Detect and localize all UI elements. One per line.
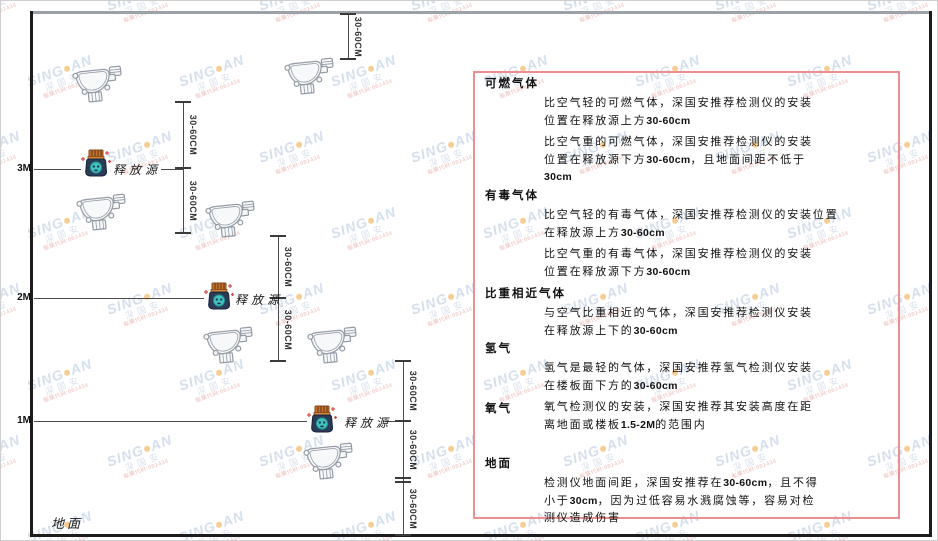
panel-section: 比重相近气体与空气比重相近的气体，深国安推荐检测仪安装 在释放源上下的30-60c… <box>485 285 892 340</box>
left-wall-line <box>30 11 33 537</box>
gas-detector-icon <box>284 57 334 95</box>
panel-text-line: 与空气比重相近的气体，深国安推荐检测仪安装 <box>544 307 813 319</box>
release-source-icon <box>307 405 337 433</box>
dimension-tick <box>395 481 411 483</box>
panel-section-title: 可燃气体 <box>485 78 539 90</box>
panel-paragraph: 比空气重的可燃气体，深国安推荐检测仪的安装 位置在释放源下方30-60cm，且地面… <box>544 134 892 187</box>
panel-section-title: 地面 <box>485 458 512 470</box>
height-level-connector <box>385 421 403 422</box>
gas-detector-icon <box>205 200 255 238</box>
dimension-label-30-60cm: 30-60CM <box>283 309 293 350</box>
panel-text-line: 氧气检测仪的安装，深国安推荐其安装高度在距 <box>544 401 813 413</box>
panel-text-line: 位置在释放源下方30-60cm <box>544 265 691 278</box>
height-level-line <box>34 298 204 299</box>
panel-text-line: 氢气是最轻的气体，深国安推荐氢气检测仪安装 <box>544 362 813 374</box>
panel-section-title: 比重相近气体 <box>485 288 566 300</box>
panel-text-line: 在释放源上方30-60cm <box>544 226 665 239</box>
dimension-label-30-60cm: 30-60CM <box>408 370 418 412</box>
panel-paragraph: 比空气轻的可燃气体，深国安推荐检测仪的安装 位置在释放源上方30-60cm <box>544 95 892 130</box>
dimension-label-30-60cm: 30-60CM <box>353 16 363 57</box>
panel-text-line: 在释放源上下的30-60cm <box>544 324 678 337</box>
panel-text-line: 在楼板面下方的30-60cm <box>544 379 678 392</box>
gas-detector-icon <box>72 65 122 103</box>
ground-line <box>30 534 932 537</box>
dimension-label-30-60cm: 30-60CM <box>408 488 418 529</box>
panel-text-line: 小于30cm，因为过低容易水溅腐蚀等，容易对检 <box>544 494 816 507</box>
dimension-line <box>403 361 404 535</box>
panel-section: 氧气 氧气检测仪的安装，深国安推荐其安装高度在距 离地面或楼板1.5-2M的范围内 <box>485 399 892 434</box>
info-panel: 可燃气体 比空气轻的可燃气体，深国安推荐检测仪的安装 位置在释放源上方30-60cm… <box>473 71 900 524</box>
panel-text-line: 比空气重的有毒气体，深国安推荐检测仪的安装 <box>544 248 813 260</box>
gas-detector-icon <box>203 326 253 364</box>
panel-text-line: 测仪造成伤害 <box>544 512 621 524</box>
right-wall-line <box>929 11 932 537</box>
height-level-line <box>34 421 307 422</box>
dimension-label-30-60cm: 30-60CM <box>188 180 198 221</box>
panel-text-line: 检测仪地面间距，深国安推荐在30-60cm，且不得 <box>544 477 819 489</box>
panel-paragraph: 比空气重的有毒气体，深国安推荐检测仪的安装 位置在释放源下方30-60cm <box>544 246 892 281</box>
height-level-connector <box>161 169 183 170</box>
panel-paragraph: 氧气检测仪的安装，深国安推荐其安装高度在距 离地面或楼板1.5-2M的范围内 <box>544 399 813 434</box>
gas-detector-icon <box>303 442 353 480</box>
panel-section: 有毒气体 比空气轻的有毒气体，深国安推荐检测仪的安装位置 在释放源上方30-60cm… <box>485 187 892 281</box>
dimension-tick <box>395 477 411 479</box>
dimension-tick <box>340 58 356 60</box>
release-source-label: 释放源 <box>344 416 393 430</box>
panel-section: 地面检测仪地面间距，深国安推荐在30-60cm，且不得 小于30cm，因为过低容易… <box>485 455 892 528</box>
panel-text-line: 比空气轻的有毒气体，深国安推荐检测仪的安装位置 <box>544 209 839 221</box>
dimension-tick <box>175 232 191 234</box>
release-source-icon <box>204 282 234 310</box>
height-level-label: 3M <box>17 163 31 174</box>
panel-text-line: 位置在释放源上方30-60cm <box>544 114 691 127</box>
dimension-tick <box>270 360 286 362</box>
dimension-tick <box>395 420 411 422</box>
dimension-label-30-60cm: 30-60CM <box>408 429 418 470</box>
panel-section: 氢气氢气是最轻的气体，深国安推荐氢气检测仪安装 在楼板面下方的30-60cm <box>485 340 892 395</box>
release-source-icon <box>81 149 111 177</box>
height-level-label: 2M <box>17 292 31 303</box>
dimension-label-30-60cm: 30-60CM <box>283 246 293 288</box>
dimension-tick <box>340 13 356 15</box>
panel-section-row: 氧气 氧气检测仪的安装，深国安推荐其安装高度在距 离地面或楼板1.5-2M的范围内 <box>485 399 892 434</box>
gas-detector-icon <box>307 326 357 364</box>
ceiling-line <box>30 11 932 14</box>
dimension-tick <box>270 235 286 237</box>
dimension-tick <box>395 534 411 536</box>
panel-paragraph: 氢气是最轻的气体，深国安推荐氢气检测仪安装 在楼板面下方的30-60cm <box>544 360 892 395</box>
dimension-tick <box>395 360 411 362</box>
dimension-label-30-60cm: 30-60CM <box>188 114 198 156</box>
panel-section-title: 有毒气体 <box>485 190 539 202</box>
dimension-line <box>348 14 349 59</box>
panel-section: 可燃气体 比空气轻的可燃气体，深国安推荐检测仪的安装 位置在释放源上方30-60cm… <box>485 75 892 187</box>
panel-section-title: 氧气 <box>485 403 512 415</box>
panel-text-line: 30cm <box>544 171 573 183</box>
panel-text-line: 比空气轻的可燃气体，深国安推荐检测仪的安装 <box>544 97 813 109</box>
release-source-label: 释放源 <box>235 293 284 307</box>
dimension-tick <box>175 167 191 169</box>
ground-label: 地面 <box>51 516 84 531</box>
height-level-label: 1M <box>17 415 31 426</box>
release-source-label: 释放源 <box>113 163 162 177</box>
panel-section-title: 氢气 <box>485 343 512 355</box>
panel-paragraph: 检测仪地面间距，深国安推荐在30-60cm，且不得 小于30cm，因为过低容易水溅… <box>544 475 892 528</box>
height-level-line <box>34 169 81 170</box>
panel-paragraph: 比空气轻的有毒气体，深国安推荐检测仪的安装位置 在释放源上方30-60cm <box>544 207 892 242</box>
panel-text-line: 比空气重的可燃气体，深国安推荐检测仪的安装 <box>544 136 813 148</box>
gas-detector-icon <box>76 193 126 231</box>
panel-text-line: 离地面或楼板1.5-2M的范围内 <box>544 418 707 431</box>
dimension-tick <box>270 297 286 299</box>
dimension-tick <box>175 101 191 103</box>
panel-paragraph: 与空气比重相近的气体，深国安推荐检测仪安装 在释放源上下的30-60cm <box>544 305 892 340</box>
panel-text-line: 位置在释放源下方30-60cm，且地面间距不低于 <box>544 153 806 166</box>
